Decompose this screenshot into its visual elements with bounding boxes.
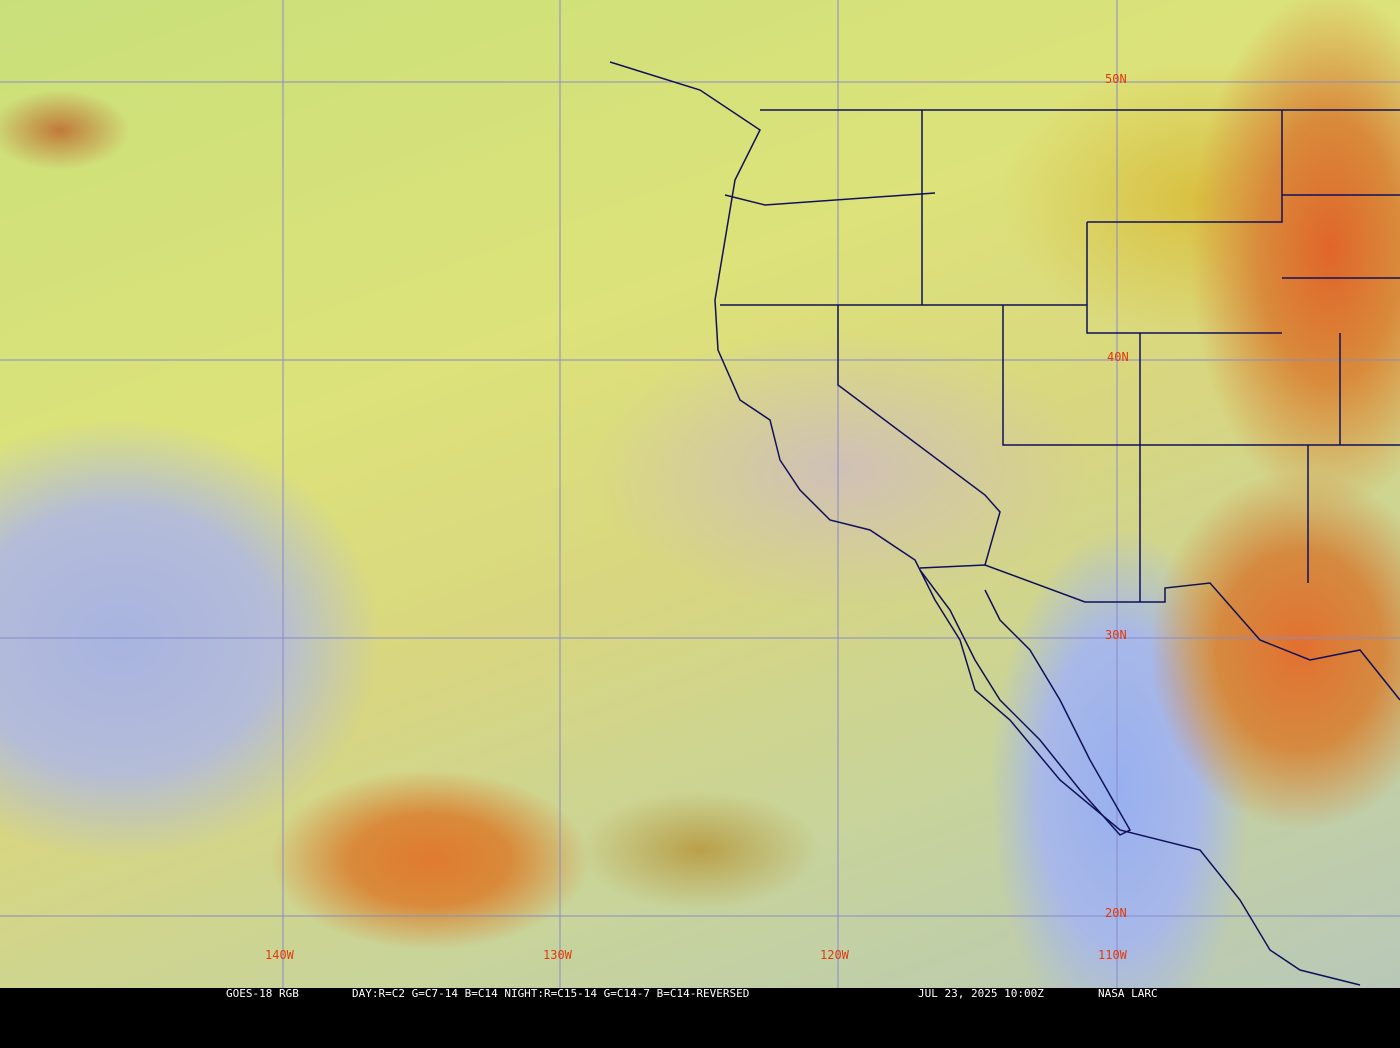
lat-label-50n: 50N: [1105, 72, 1127, 86]
state-borders: [720, 110, 1400, 602]
caption-product: GOES-18 RGB: [226, 987, 299, 1000]
lon-label-110w: 110W: [1098, 948, 1127, 962]
lon-label-120w: 120W: [820, 948, 849, 962]
political-borders: [609, 61, 1400, 986]
satellite-image: 50N 40N 30N 20N 140W 130W 120W 110W: [0, 0, 1400, 988]
lat-label-40n: 40N: [1107, 350, 1129, 364]
lat-label-30n: 30N: [1105, 628, 1127, 642]
caption-recipe: DAY:R=C2 G=C7-14 B=C14 NIGHT:R=C15-14 G=…: [352, 987, 750, 1000]
caption-timestamp: JUL 23, 2025 10:00Z: [918, 987, 1044, 1000]
lat-lon-grid: [0, 0, 1400, 988]
lon-label-130w: 130W: [543, 948, 572, 962]
coastline-west: [609, 61, 1361, 986]
map-overlay: [0, 0, 1400, 988]
caption-bar: GOES-18 RGB DAY:R=C2 G=C7-14 B=C14 NIGHT…: [0, 988, 1400, 1000]
lat-label-20n: 20N: [1105, 906, 1127, 920]
lon-label-140w: 140W: [265, 948, 294, 962]
coastline-baja: [919, 569, 1132, 836]
caption-credit: NASA LARC: [1098, 987, 1158, 1000]
us-mexico-border: [919, 564, 1400, 701]
